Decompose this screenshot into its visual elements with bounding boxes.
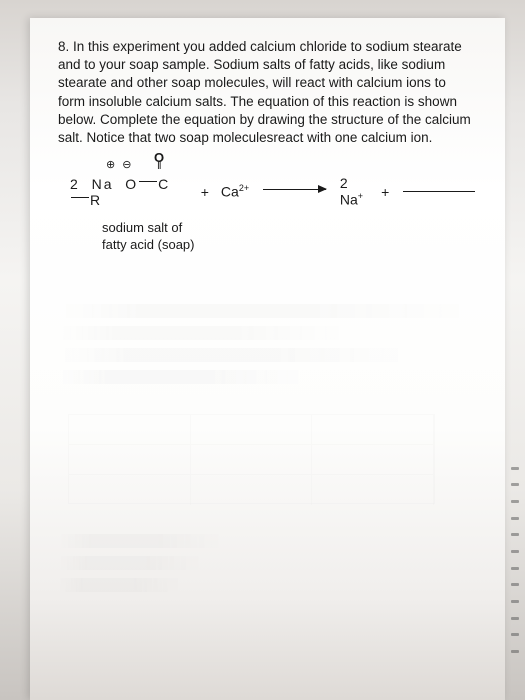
single-bond bbox=[71, 197, 89, 198]
table-cell bbox=[69, 415, 191, 444]
faded-table bbox=[68, 414, 435, 504]
reaction-arrow-icon bbox=[263, 189, 326, 190]
binding-hole bbox=[511, 500, 519, 503]
binding-hole bbox=[511, 517, 519, 520]
binding-hole bbox=[511, 567, 519, 570]
chemical-equation: ⊕ ⊖ O ‖ 2 Na OCR + Ca2+ 2 Na+ + bbox=[70, 175, 475, 208]
product-coefficient: 2 bbox=[340, 175, 348, 191]
binding-hole bbox=[511, 467, 519, 470]
question-text: 8. In this experiment you added calcium … bbox=[58, 38, 475, 147]
minus-circle-icon: ⊖ bbox=[122, 159, 133, 171]
table-cell bbox=[69, 445, 191, 474]
coefficient: 2 bbox=[70, 176, 80, 192]
binding-hole bbox=[511, 533, 519, 536]
faded-text-line bbox=[58, 326, 350, 340]
binding-hole bbox=[511, 617, 519, 620]
single-bond bbox=[139, 181, 157, 182]
ion-charges: ⊕ ⊖ bbox=[106, 158, 134, 171]
faded-text-line bbox=[58, 348, 412, 362]
product-sodium: 2 Na+ bbox=[340, 175, 371, 208]
table-cell bbox=[191, 445, 313, 474]
faded-text-line bbox=[58, 578, 183, 592]
plus-circle-icon: ⊕ bbox=[106, 159, 117, 171]
sodium-charge: + bbox=[358, 191, 363, 201]
bleed-through-content bbox=[58, 304, 475, 592]
faded-text-line bbox=[58, 370, 308, 384]
plus-sign: + bbox=[381, 184, 389, 200]
reactant-label: sodium salt of fatty acid (soap) bbox=[102, 220, 475, 254]
calcium-charge: 2+ bbox=[239, 183, 249, 193]
label-line-1: sodium salt of bbox=[102, 220, 475, 237]
binding-hole bbox=[511, 550, 519, 553]
faded-text-line bbox=[58, 556, 204, 570]
sodium-atom: Na bbox=[92, 176, 114, 192]
molecule-chain: 2 Na O C R bbox=[70, 176, 189, 208]
plus-sign: + bbox=[201, 184, 209, 200]
spiral-binding bbox=[511, 460, 523, 660]
table-cell bbox=[191, 475, 313, 505]
answer-blank[interactable] bbox=[403, 191, 475, 192]
calcium-symbol: Ca bbox=[221, 184, 239, 200]
table-cell bbox=[312, 415, 434, 444]
table-cell bbox=[69, 475, 191, 505]
binding-hole bbox=[511, 633, 519, 636]
worksheet-page: 8. In this experiment you added calcium … bbox=[30, 18, 505, 700]
question-body: In this experiment you added calcium chl… bbox=[58, 39, 471, 145]
table-cell bbox=[191, 415, 313, 444]
question-number: 8. bbox=[58, 39, 69, 54]
label-line-2: fatty acid (soap) bbox=[102, 237, 475, 254]
r-group: R bbox=[90, 192, 102, 208]
reactant-soap: ⊕ ⊖ O ‖ 2 Na OCR bbox=[70, 176, 189, 208]
calcium-ion: Ca2+ bbox=[221, 183, 249, 200]
faded-text-line bbox=[58, 534, 225, 548]
binding-hole bbox=[511, 650, 519, 653]
table-cell bbox=[312, 445, 434, 474]
faded-text-line bbox=[58, 304, 475, 318]
table-row bbox=[69, 445, 434, 475]
table-row bbox=[69, 415, 434, 445]
table-row bbox=[69, 475, 434, 505]
double-bond-lines: ‖ bbox=[157, 164, 162, 169]
binding-hole bbox=[511, 583, 519, 586]
oxygen-atom: O bbox=[125, 176, 138, 192]
carbon-atom: C bbox=[158, 176, 170, 192]
binding-hole bbox=[511, 483, 519, 486]
sodium-product: Na bbox=[340, 192, 358, 208]
binding-hole bbox=[511, 600, 519, 603]
table-cell bbox=[312, 475, 434, 505]
